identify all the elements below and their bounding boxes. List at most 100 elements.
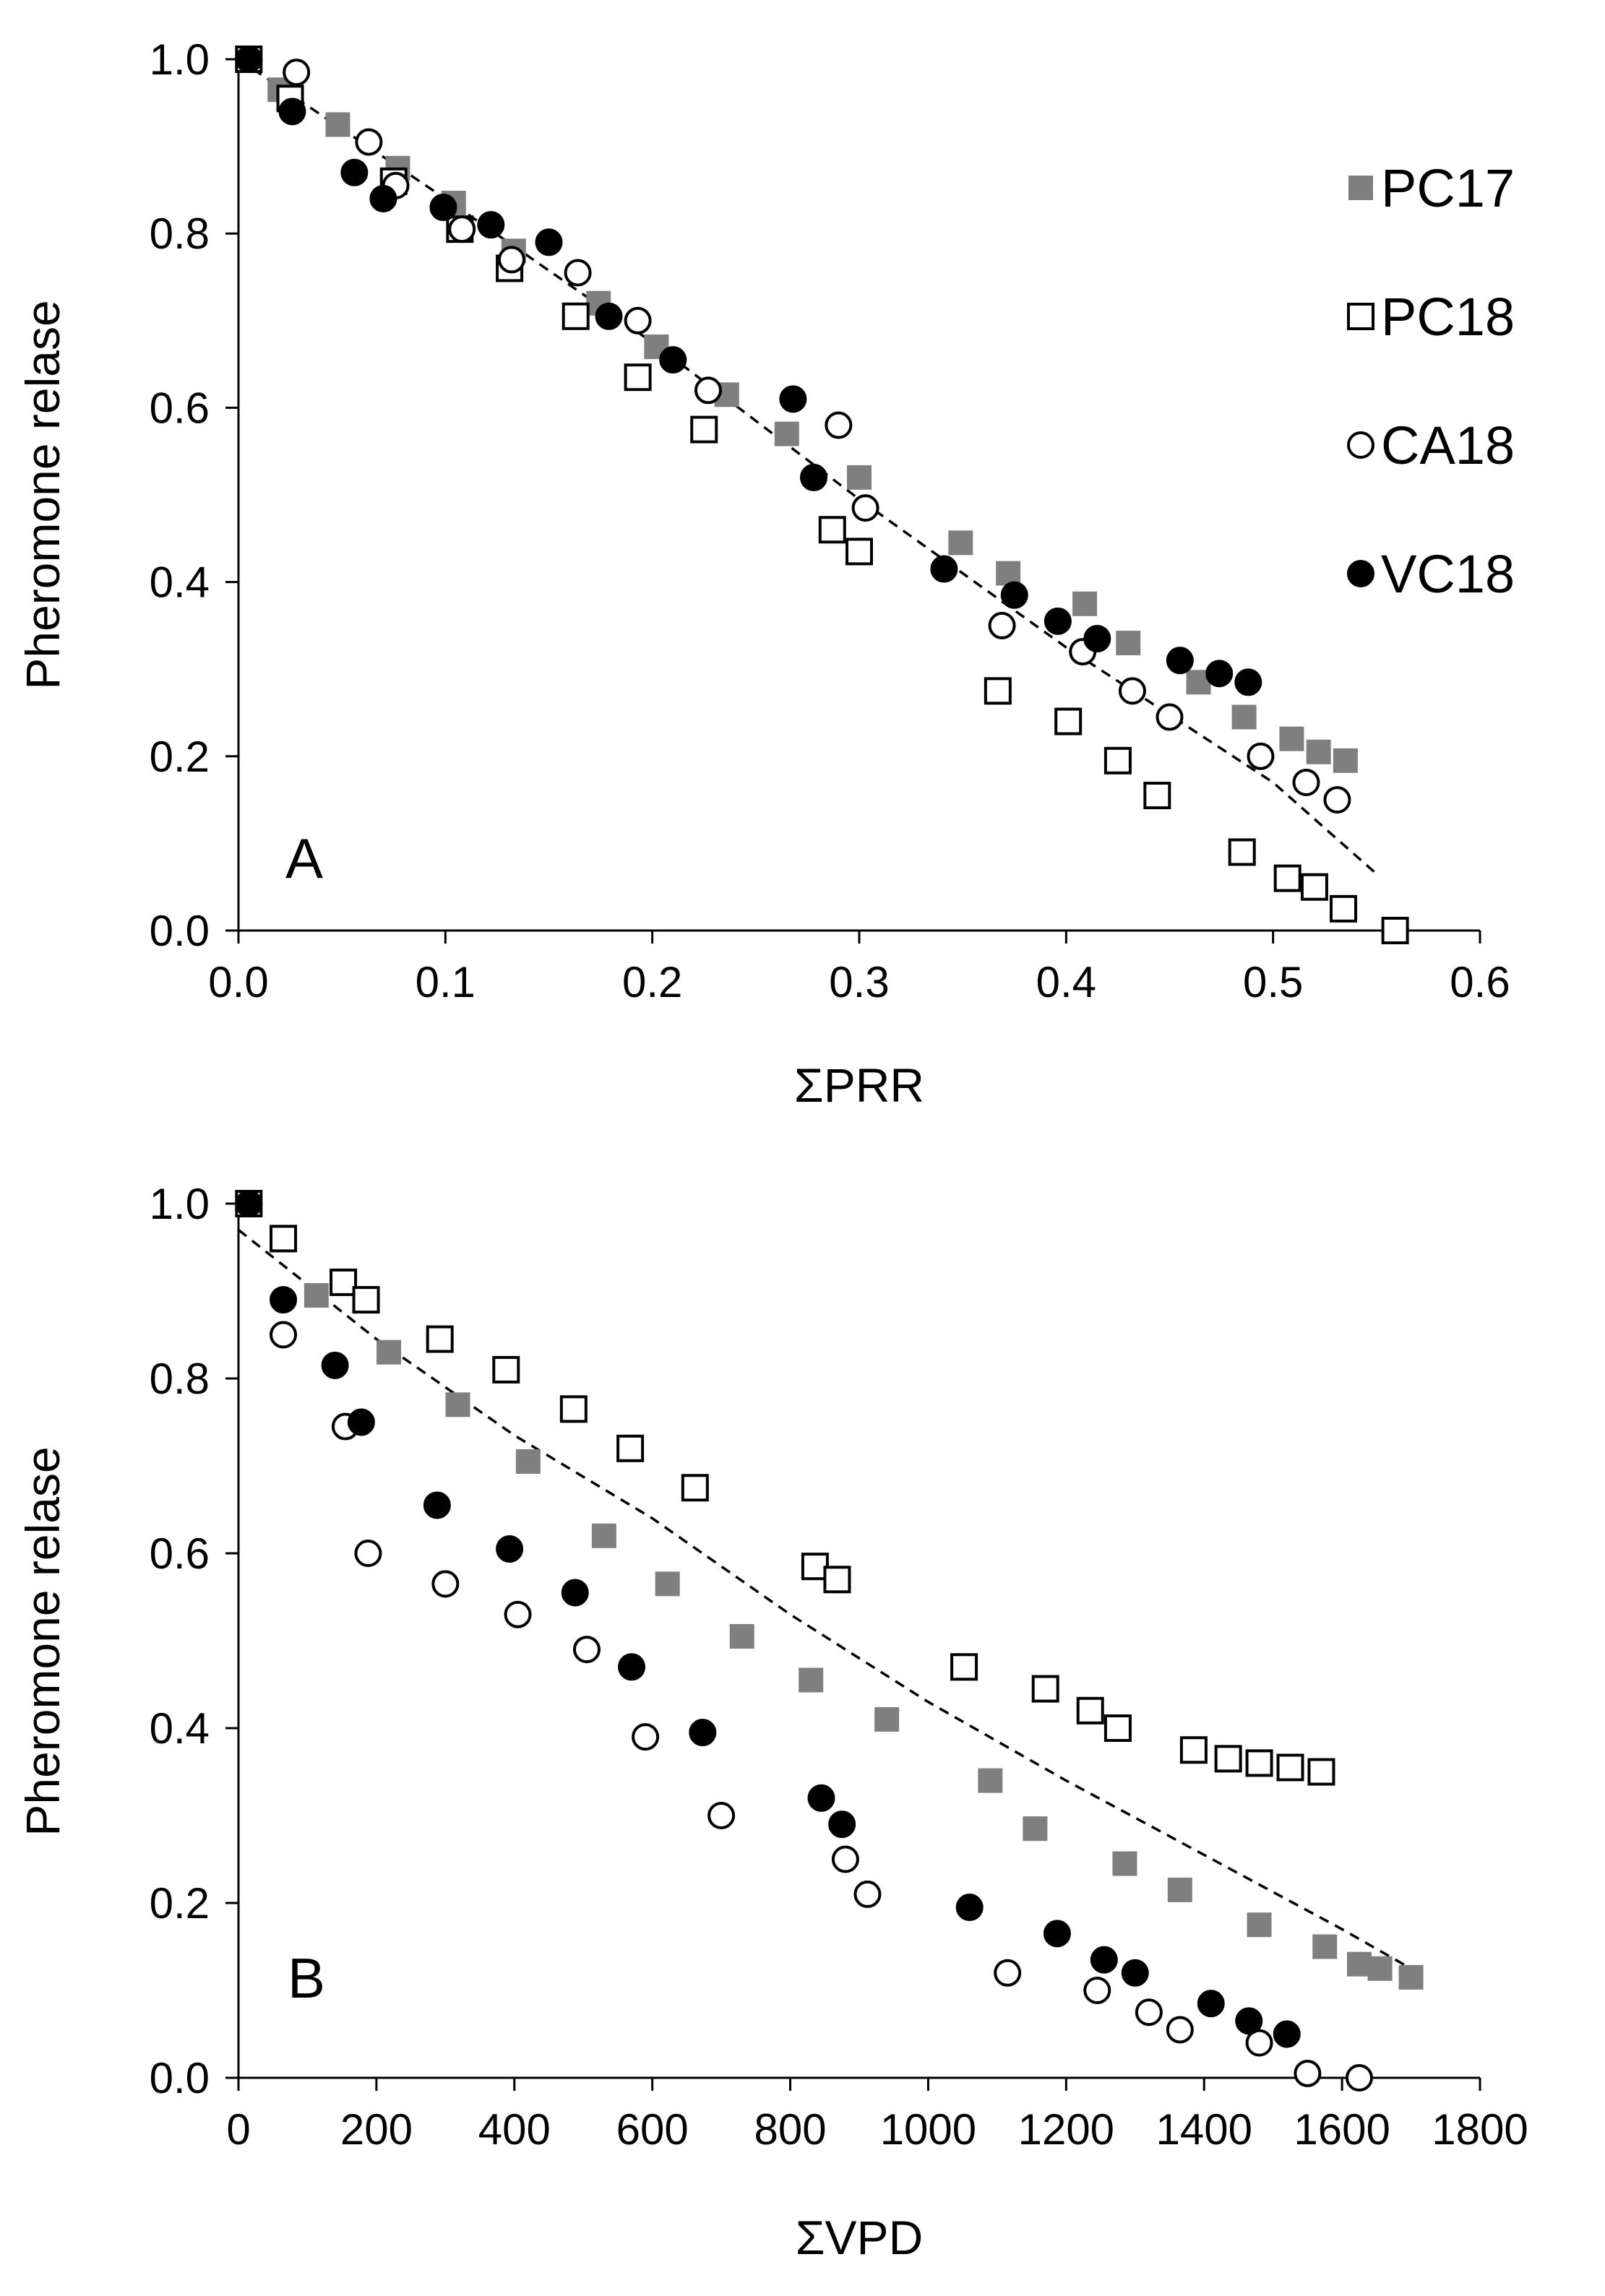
data-point-vc18 [235,1190,263,1217]
data-point-pc18 [561,302,590,330]
y-axis-title: Pheromone relase [16,1446,69,1836]
data-point-pc17 [1306,739,1331,764]
data-point-ca18 [1292,768,1320,796]
x-tick-label: 0.1 [416,958,476,1006]
data-point-vc18 [1121,1959,1149,1987]
data-point-ca18 [694,376,722,405]
legend: PC17 PC18 CA18 VC18 [1347,158,1515,604]
data-point-vc18 [618,1653,646,1681]
data-point-pc17 [1398,1964,1424,1990]
data-point-pc17 [1112,1851,1137,1876]
data-point-vc18 [1235,2007,1263,2035]
data-point-ca18 [355,128,383,156]
y-tick-label: 0.6 [150,1529,210,1578]
data-point-pc17 [1023,1816,1048,1842]
x-tick-label: 0.0 [208,958,268,1006]
y-tick-label: 0.0 [150,2054,210,2102]
x-tick-label: 0.4 [1036,958,1096,1006]
data-point-vc18 [807,1784,835,1812]
data-point-pc18 [690,415,718,444]
data-point-ca18 [1135,1998,1163,2027]
data-point-vc18 [779,385,807,413]
x-tick-label: 0.3 [829,958,889,1006]
data-point-pc17 [325,112,350,137]
legend-marker-ca18 [1347,431,1374,459]
data-point-pc17 [729,1623,754,1649]
data-point-vc18 [278,98,306,126]
x-axis-title: ΣVPD [796,2211,924,2264]
data-point-pc18 [823,1566,851,1594]
x-tick-label: 1800 [1432,2105,1528,2154]
chart-panel-a: 0.0 0.1 0.2 0.3 0.4 0.5 0.6 0.0 0.2 0.4 0.6 0.8 1.0 Σ… [16,35,1510,1112]
data-point-ca18 [624,306,652,335]
data-point-ca18 [853,1880,882,1908]
legend-item-ca18: CA18 [1347,415,1515,475]
y-tick-label: 0.2 [150,733,210,781]
data-point-pc18 [1143,782,1171,810]
series-pc17 [236,47,1358,773]
x-tick-label: 1400 [1156,2105,1252,2154]
data-point-pc17 [874,1706,900,1732]
x-tick-label: 600 [616,2105,689,2154]
legend-marker-vc18 [1347,560,1374,587]
data-point-pc17 [1333,748,1358,773]
series-pc18 [235,46,1409,944]
data-point-vc18 [423,1491,451,1519]
data-point-pc18 [1381,917,1409,944]
data-point-pc18 [1228,838,1256,866]
y-tick-label: 0.4 [150,1704,210,1753]
x-tick-label: 400 [478,2105,551,2154]
data-point-pc18 [1103,1714,1132,1742]
legend-label: PC17 [1381,158,1515,218]
data-point-pc18 [352,1286,380,1314]
data-point-pc18 [1330,894,1358,923]
data-point-ca18 [572,1636,601,1664]
data-point-ca18 [283,59,311,87]
legend-item-vc18: VC18 [1347,544,1515,604]
series-ca18 [283,59,1351,814]
legend-marker-pc17 [1348,176,1373,200]
data-point-ca18 [564,259,592,287]
legend-item-pc17: PC17 [1348,158,1515,218]
data-point-ca18 [1247,742,1275,770]
data-point-vc18 [595,302,623,330]
y-tick-label: 1.0 [150,1180,210,1228]
y-tick-label: 0.8 [150,1355,210,1403]
data-point-ca18 [851,494,879,522]
data-point-ca18 [270,1321,298,1349]
data-point-pc17 [847,465,872,490]
y-tick-label: 0.6 [150,384,210,432]
data-point-pc17 [376,1339,402,1365]
data-point-vc18 [800,463,828,491]
data-point-vc18 [496,1535,524,1563]
data-point-ca18 [497,246,525,274]
data-point-pc18 [616,1434,645,1462]
data-point-pc18 [559,1395,588,1423]
fit-line [237,1228,1412,1970]
y-tick-label: 0.2 [150,1879,210,1928]
data-point-ca18 [1345,2064,1373,2092]
data-point-pc17 [304,1283,329,1308]
data-point-ca18 [994,1959,1022,1987]
data-point-vc18 [1090,1946,1118,1974]
data-point-pc18 [1179,1736,1208,1764]
data-point-vc18 [477,211,505,239]
data-point-pc17 [1367,1956,1393,1981]
y-tick-label: 0.8 [150,210,210,258]
data-point-pc17 [515,1449,541,1474]
data-point-vc18 [369,184,397,212]
data-point-pc18 [950,1653,978,1681]
data-point-ca18 [988,611,1016,639]
data-point-pc17 [445,1392,470,1417]
data-point-ca18 [354,1540,382,1567]
data-point-pc17 [1231,704,1257,730]
x-tick-label: 1000 [880,2105,976,2154]
data-point-vc18 [1044,607,1072,635]
series-vc18 [235,46,1262,696]
x-tick-label: 0 [226,2105,250,2154]
data-point-vc18 [1234,668,1262,696]
data-point-ca18 [1083,1977,1111,2004]
data-point-vc18 [1197,1990,1225,2018]
data-point-vc18 [429,194,457,222]
data-point-ca18 [504,1600,532,1628]
